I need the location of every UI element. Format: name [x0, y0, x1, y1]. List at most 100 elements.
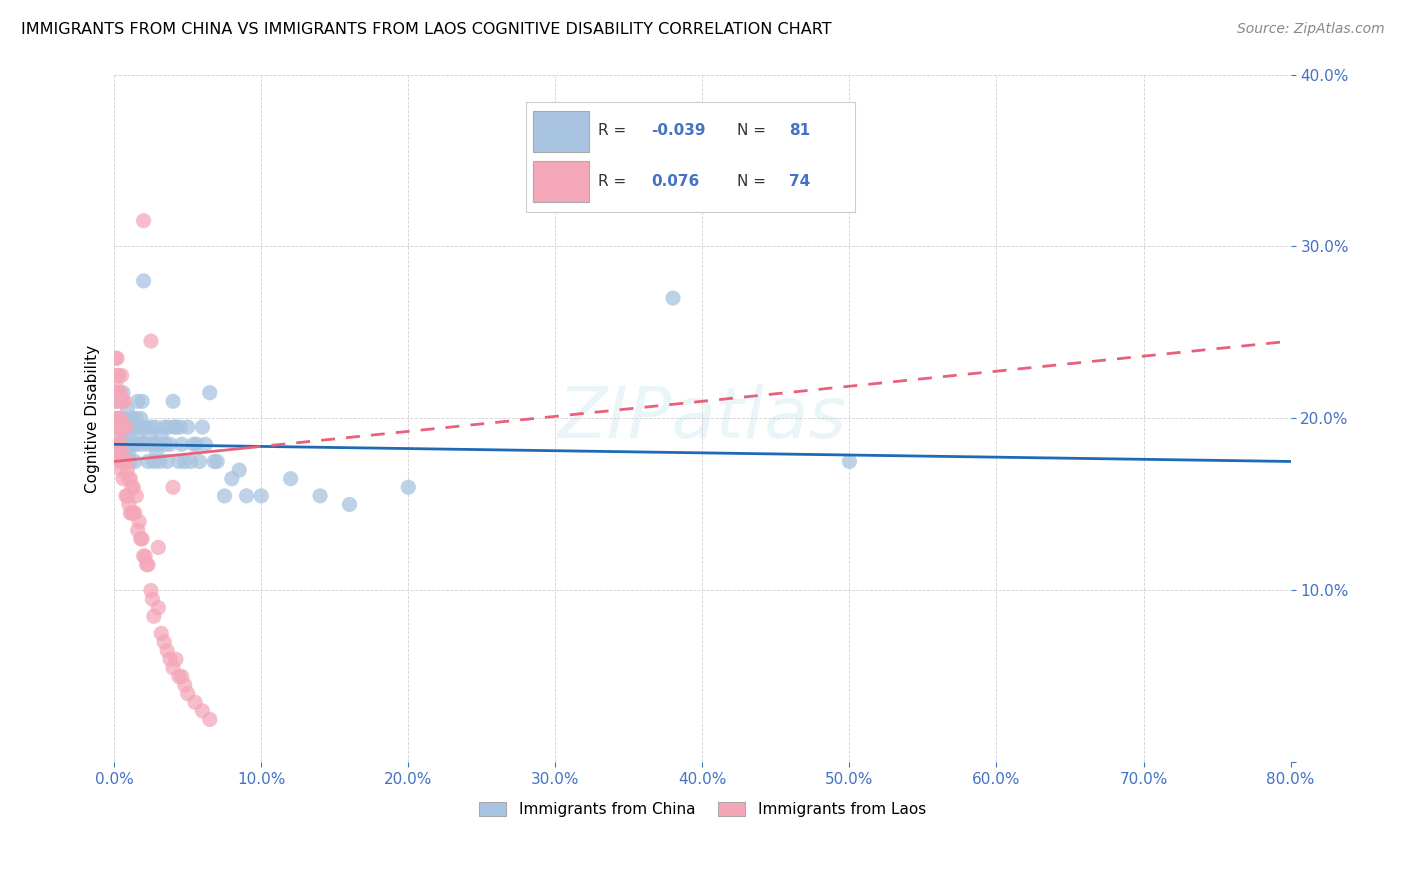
Point [114, 411, 136, 425]
Point [115, 420, 138, 434]
Point [177, 687, 200, 701]
Point [104, 394, 127, 409]
Point [124, 454, 146, 468]
Point [107, 437, 129, 451]
Point [153, 635, 176, 649]
Point [118, 472, 141, 486]
Point [191, 420, 214, 434]
Point [141, 592, 163, 607]
Point [125, 437, 148, 451]
Point [115, 454, 138, 468]
Point [107, 385, 129, 400]
Point [115, 489, 138, 503]
Point [117, 489, 139, 503]
Point [165, 420, 187, 434]
Point [107, 446, 129, 460]
Point [139, 334, 162, 348]
Point [104, 377, 127, 392]
Point [121, 420, 143, 434]
Point [108, 454, 131, 468]
Point [198, 713, 221, 727]
Point [134, 549, 156, 563]
Point [173, 678, 195, 692]
Point [250, 489, 273, 503]
Point [120, 454, 142, 468]
Point [114, 394, 136, 409]
Point [191, 704, 214, 718]
Point [129, 532, 152, 546]
Point [142, 454, 165, 468]
Point [202, 454, 225, 468]
Point [163, 420, 186, 434]
Point [156, 454, 179, 468]
Point [139, 583, 162, 598]
Point [111, 420, 134, 434]
Y-axis label: Cognitive Disability: Cognitive Disability [86, 344, 100, 492]
Point [139, 420, 162, 434]
Point [838, 454, 860, 468]
Point [131, 394, 153, 409]
Point [111, 472, 134, 486]
Point [132, 549, 155, 563]
Point [110, 368, 132, 383]
Point [198, 385, 221, 400]
Point [117, 403, 139, 417]
Point [108, 385, 131, 400]
Point [162, 394, 184, 409]
Text: IMMIGRANTS FROM CHINA VS IMMIGRANTS FROM LAOS COGNITIVE DISABILITY CORRELATION C: IMMIGRANTS FROM CHINA VS IMMIGRANTS FROM… [21, 22, 832, 37]
Point [110, 463, 132, 477]
Point [131, 532, 153, 546]
Point [339, 498, 361, 512]
Point [120, 472, 142, 486]
Point [173, 454, 195, 468]
Point [118, 498, 141, 512]
Point [396, 480, 419, 494]
Point [107, 411, 129, 425]
Point [153, 420, 176, 434]
Point [148, 600, 170, 615]
Point [132, 213, 155, 227]
Point [235, 489, 257, 503]
Point [111, 454, 134, 468]
Point [165, 652, 187, 666]
Point [214, 489, 236, 503]
Point [105, 420, 128, 434]
Point [145, 420, 167, 434]
Point [127, 523, 149, 537]
Point [167, 454, 190, 468]
Point [148, 541, 170, 555]
Point [111, 385, 134, 400]
Point [121, 506, 143, 520]
Point [114, 454, 136, 468]
Point [111, 394, 134, 409]
Point [115, 446, 138, 460]
Point [309, 489, 332, 503]
Point [162, 480, 184, 494]
Point [662, 291, 685, 305]
Point [104, 351, 127, 366]
Point [121, 411, 143, 425]
Point [129, 437, 152, 451]
Point [125, 411, 148, 425]
Point [180, 454, 202, 468]
Point [205, 454, 228, 468]
Point [138, 428, 160, 442]
Point [115, 420, 138, 434]
Point [110, 446, 132, 460]
Point [110, 420, 132, 434]
Text: ZIPatlas: ZIPatlas [558, 384, 846, 453]
Point [105, 394, 128, 409]
Point [124, 506, 146, 520]
Point [108, 454, 131, 468]
Point [105, 420, 128, 434]
Point [135, 558, 157, 572]
Point [111, 428, 134, 442]
Point [188, 454, 211, 468]
Point [170, 669, 193, 683]
Point [159, 652, 181, 666]
Point [149, 454, 172, 468]
Point [132, 274, 155, 288]
Point [280, 472, 302, 486]
Point [159, 437, 181, 451]
Point [221, 472, 243, 486]
